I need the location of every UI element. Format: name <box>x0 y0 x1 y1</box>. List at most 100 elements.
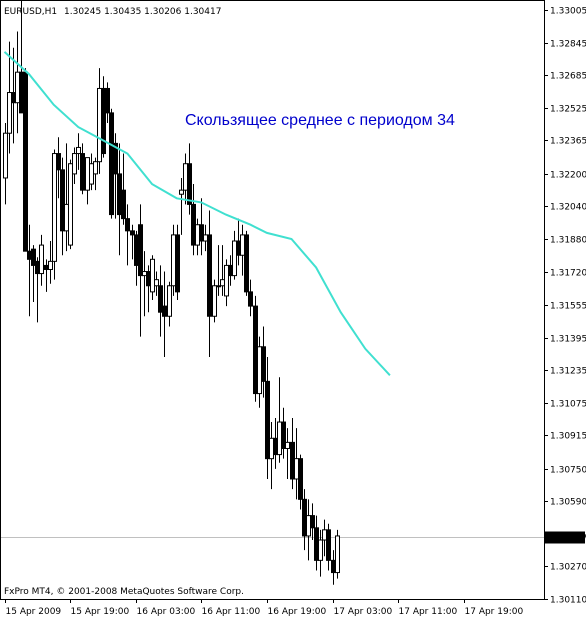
candle-body-bull <box>306 515 311 537</box>
y-tick-label: 1.31555 <box>550 302 586 312</box>
candle <box>130 224 135 260</box>
candle <box>138 204 143 337</box>
candle <box>68 159 73 250</box>
candle-body-bull <box>48 260 53 270</box>
x-tick-label: 17 Apr 11:00 <box>399 607 458 617</box>
candle-body-bull <box>322 529 327 541</box>
candle <box>335 529 340 579</box>
candle-body-bear <box>23 71 28 252</box>
candle-body-bear <box>105 87 110 114</box>
candle-body-bear <box>138 224 143 277</box>
candle-body-bull <box>142 271 147 277</box>
y-tick-label: 1.33005 <box>550 7 586 17</box>
candle-body-bear <box>125 218 130 232</box>
candle <box>23 68 28 252</box>
candle-body-bear <box>265 380 270 460</box>
candle-body-bull <box>224 264 229 297</box>
candle-body-bear <box>248 291 253 307</box>
candle-body-bear <box>302 498 307 537</box>
candle-body-bull <box>183 163 188 191</box>
candle-body-bear <box>11 92 16 104</box>
candle <box>39 234 44 286</box>
candle-body-bear <box>162 305 167 317</box>
candle-body-bull <box>171 234 176 287</box>
candle-body-bear <box>56 153 61 171</box>
y-tick-label: 1.32845 <box>550 40 586 50</box>
y-tick-label: 1.30110 <box>550 596 586 606</box>
candle-body-bear <box>326 529 331 561</box>
x-tick-label: 17 Apr 03:00 <box>334 607 393 617</box>
candle-body-bear <box>44 264 49 270</box>
candle-body-bull <box>335 535 340 574</box>
current-price-marker <box>545 531 585 544</box>
candle-body-bull <box>269 437 274 460</box>
candle <box>207 210 212 357</box>
candle <box>310 503 315 541</box>
candle-body-bull <box>64 203 69 232</box>
candle-body-bull <box>277 421 282 456</box>
candle <box>232 230 237 280</box>
candle-body-bear <box>146 271 151 287</box>
candle-body-bear <box>31 248 36 266</box>
candle <box>171 224 176 296</box>
candle-body-bull <box>203 234 208 242</box>
candle-body-bull <box>3 132 8 179</box>
y-tick-label: 1.32040 <box>550 203 586 213</box>
candle-body-bear <box>35 260 40 275</box>
y-tick-label: 1.31720 <box>550 269 586 279</box>
y-tick-label: 1.31395 <box>550 335 586 345</box>
candle <box>326 523 331 571</box>
candle-body-bull <box>257 346 262 395</box>
candle-body-bear <box>191 203 196 246</box>
candle-body-bull <box>85 157 90 191</box>
candle-body-bull <box>179 189 184 195</box>
candle-body-bear <box>199 224 204 242</box>
candle <box>72 147 77 185</box>
x-tick-label: 16 Apr 03:00 <box>137 607 196 617</box>
candle <box>162 271 167 357</box>
candle-body-bear <box>134 234 139 266</box>
candle-body-bear <box>101 87 106 155</box>
candle-body-bull <box>195 224 200 246</box>
candle <box>281 407 286 459</box>
candle-body-bear <box>290 441 295 480</box>
candle-body-bull <box>318 539 323 561</box>
candle <box>212 279 217 323</box>
candle <box>60 157 65 256</box>
candle-body-bear <box>175 234 180 293</box>
candle-body-bear <box>228 264 233 277</box>
candle-body-bull <box>89 163 94 185</box>
candle <box>56 137 61 199</box>
symbol-label: EURUSD,H1 <box>4 7 57 17</box>
y-tick-label: 1.32525 <box>550 105 586 115</box>
candle-body-bear <box>253 305 258 395</box>
candle-body-bear <box>158 285 163 313</box>
candle <box>253 295 258 402</box>
candle-body-bull <box>15 71 20 104</box>
candle-body-bull <box>72 153 77 175</box>
candle <box>318 529 323 577</box>
candle-body-bear <box>80 153 85 191</box>
candle <box>265 356 270 479</box>
candle-body-bull <box>52 153 57 262</box>
y-tick-label: 1.31075 <box>550 400 586 410</box>
candle <box>52 149 57 280</box>
candle-body-bear <box>244 234 249 293</box>
candle-body-bear <box>19 71 24 114</box>
candle <box>244 230 249 296</box>
candle <box>7 41 12 154</box>
y-tick-label: 1.31880 <box>550 236 586 246</box>
current-price-label: 1.30417 <box>550 534 586 544</box>
candle <box>216 245 221 296</box>
candle <box>167 281 172 327</box>
candle-body-bull <box>76 146 81 155</box>
candle <box>48 241 53 284</box>
candle-body-bear <box>113 142 118 175</box>
candle-body-bull <box>97 87 102 163</box>
candle <box>154 271 159 296</box>
candle <box>199 198 204 256</box>
candle-body-bear <box>314 527 319 561</box>
candle-body-bull <box>240 234 245 256</box>
